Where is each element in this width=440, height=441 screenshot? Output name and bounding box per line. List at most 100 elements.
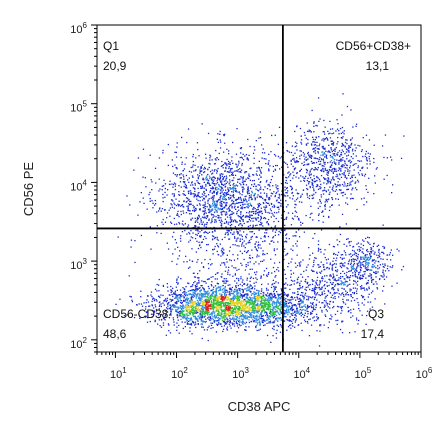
- event-dot: [329, 186, 331, 188]
- event-dot: [210, 306, 212, 308]
- event-dot: [350, 193, 352, 195]
- event-dot: [192, 176, 194, 178]
- event-dot: [284, 248, 286, 250]
- event-dot: [229, 321, 231, 323]
- event-dot: [231, 160, 233, 162]
- event-dot: [174, 292, 177, 294]
- event-dot: [222, 280, 224, 282]
- event-dot: [224, 218, 227, 220]
- event-dot: [228, 310, 230, 313]
- event-dot: [199, 171, 201, 173]
- event-dot: [196, 288, 198, 290]
- event-dot: [331, 288, 333, 290]
- event-dot: [345, 151, 348, 153]
- event-dot: [150, 248, 152, 250]
- event-dot: [403, 135, 405, 137]
- event-dot: [166, 217, 168, 219]
- event-dot: [177, 319, 179, 321]
- event-dot: [345, 164, 348, 166]
- event-dot: [170, 311, 172, 313]
- event-dot: [235, 322, 238, 325]
- event-dot: [168, 307, 171, 309]
- event-dot: [276, 199, 278, 201]
- event-dot: [323, 189, 326, 191]
- event-dot: [165, 334, 167, 336]
- event-dot: [205, 320, 207, 323]
- event-dot: [280, 182, 283, 185]
- event-dot: [276, 164, 278, 167]
- event-dot: [287, 319, 289, 321]
- event-dot: [275, 164, 277, 167]
- event-dot: [208, 183, 210, 185]
- event-dot: [237, 181, 239, 183]
- event-dot: [182, 299, 185, 302]
- event-dot: [234, 220, 237, 222]
- event-dot: [278, 308, 280, 310]
- event-dot: [292, 308, 294, 310]
- event-dot: [324, 208, 326, 210]
- event-dot: [316, 145, 318, 147]
- event-dot: [246, 300, 248, 302]
- event-dot: [246, 206, 248, 208]
- event-dot: [279, 331, 282, 333]
- event-dot: [328, 198, 330, 200]
- event-dot: [184, 163, 186, 165]
- event-dot: [261, 304, 264, 307]
- event-dot: [291, 304, 293, 306]
- event-dot: [289, 320, 292, 322]
- event-dot: [250, 214, 252, 216]
- event-dot: [270, 192, 273, 194]
- event-dot: [232, 189, 234, 191]
- event-dot: [295, 189, 297, 191]
- event-dot: [292, 154, 294, 156]
- event-dot: [226, 158, 228, 161]
- event-dot: [286, 329, 288, 331]
- event-dot: [244, 329, 247, 331]
- event-dot: [346, 158, 348, 160]
- event-dot: [277, 294, 279, 296]
- event-dot: [338, 162, 340, 164]
- event-dot: [196, 318, 199, 320]
- event-dot: [335, 170, 338, 172]
- event-dot: [275, 286, 277, 288]
- event-dot: [224, 322, 226, 324]
- event-dot: [256, 196, 258, 198]
- event-dot: [336, 292, 338, 294]
- event-dot: [201, 216, 204, 218]
- event-dot: [216, 243, 218, 245]
- event-dot: [220, 200, 222, 203]
- event-dot: [173, 305, 175, 307]
- event-dot: [329, 161, 331, 163]
- event-dot: [197, 301, 199, 304]
- event-dot: [338, 283, 340, 285]
- event-dot: [176, 168, 178, 170]
- event-dot: [198, 279, 200, 281]
- event-dot: [328, 144, 330, 146]
- event-dot: [144, 308, 147, 310]
- event-dot: [252, 208, 254, 210]
- event-dot: [225, 204, 227, 207]
- event-dot: [219, 287, 221, 289]
- event-dot: [236, 198, 238, 200]
- event-dot: [207, 293, 209, 295]
- event-dot: [319, 280, 321, 282]
- event-dot: [335, 186, 337, 188]
- event-dot: [275, 281, 277, 283]
- event-dot: [277, 282, 279, 284]
- event-dot: [203, 305, 205, 307]
- event-dot: [267, 163, 269, 165]
- event-dot: [324, 126, 326, 128]
- event-dot: [247, 293, 249, 295]
- event-dot: [199, 312, 201, 314]
- event-dot: [294, 317, 296, 319]
- event-dot: [189, 190, 192, 192]
- event-dot: [224, 297, 226, 299]
- event-dot: [313, 305, 315, 307]
- event-dot: [349, 182, 351, 184]
- event-dot: [186, 295, 189, 297]
- event-dot: [323, 178, 326, 180]
- event-dot: [209, 177, 211, 179]
- event-dot: [201, 307, 203, 309]
- event-dot: [275, 155, 277, 157]
- event-dot: [334, 183, 337, 186]
